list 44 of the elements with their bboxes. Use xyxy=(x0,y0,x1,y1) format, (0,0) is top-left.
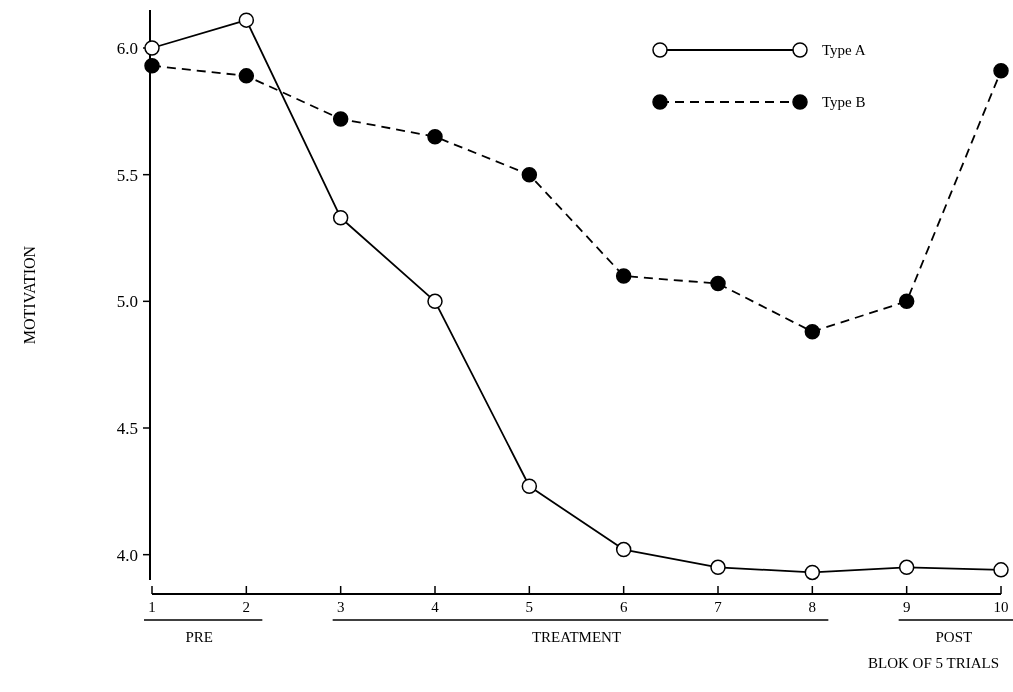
point xyxy=(238,68,255,84)
point xyxy=(521,166,538,183)
point xyxy=(898,293,915,310)
point xyxy=(427,128,443,145)
x-tick-label: 4 xyxy=(431,599,440,615)
legend-key: Type A xyxy=(652,42,866,59)
y-tick-label: 5.5 xyxy=(116,165,138,185)
y-tick-label: 5.0 xyxy=(116,292,138,312)
x-tick-label: 6 xyxy=(619,599,628,615)
text: PRE xyxy=(185,629,213,645)
x-tick-label: 5 xyxy=(525,599,534,615)
x-tick-label: 9 xyxy=(902,599,911,615)
x-tick-label: 8 xyxy=(808,599,817,615)
x-tick-label: 1 xyxy=(148,599,156,615)
point xyxy=(238,12,255,28)
x-tick-label: 7 xyxy=(714,599,723,615)
legend-label: Type B xyxy=(822,94,866,111)
point xyxy=(615,541,632,558)
point xyxy=(427,293,443,310)
x-axis-title: BLOK OF 5 TRIALS xyxy=(868,655,999,671)
legend-label: Type A xyxy=(822,42,866,59)
point xyxy=(521,478,538,495)
point xyxy=(615,268,632,284)
text: POST xyxy=(935,629,973,645)
y-axis-title: MOTIVATION xyxy=(21,245,38,345)
y-tick-label: 4.0 xyxy=(116,545,138,565)
x-tick-label: 10 xyxy=(993,599,1009,615)
text: TREATMENT xyxy=(531,629,622,645)
point xyxy=(332,209,349,226)
point xyxy=(144,40,160,56)
point xyxy=(804,564,821,581)
legend-key: Type B xyxy=(652,94,866,111)
point xyxy=(898,559,915,576)
point xyxy=(332,111,349,127)
y-tick-label: 4.5 xyxy=(116,418,138,438)
point xyxy=(710,275,726,292)
point xyxy=(993,63,1009,79)
point xyxy=(993,562,1009,578)
point xyxy=(710,559,726,576)
y-tick-label: 6.0 xyxy=(116,38,138,58)
point xyxy=(144,57,160,74)
x-tick-label: 2 xyxy=(242,599,251,615)
point xyxy=(804,323,821,340)
x-tick-label: 3 xyxy=(336,599,345,615)
